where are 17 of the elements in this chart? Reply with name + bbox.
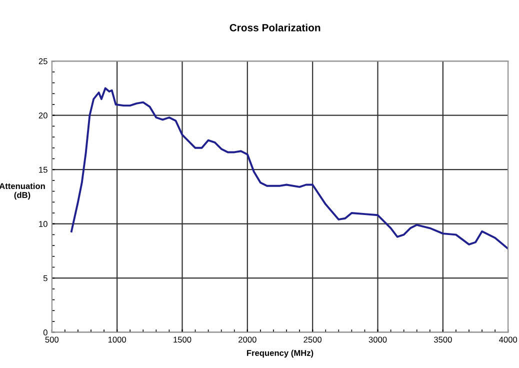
y-tick-label: 0: [43, 330, 48, 336]
chart-title: Cross Polarization: [230, 24, 320, 32]
x-tick-label: 3500: [434, 336, 452, 343]
line-series: [70, 87, 508, 250]
y-tick-label: 15: [39, 166, 48, 173]
x-tick-label: 2000: [238, 336, 256, 343]
y-tick-label: 20: [38, 112, 48, 118]
y-tick-label: 10: [39, 221, 48, 227]
x-tick-label: 4000: [499, 336, 518, 343]
x-tick-label: 1000: [108, 336, 126, 343]
y-tick-label: 5: [43, 275, 48, 282]
x-tick-label: 3000: [368, 336, 387, 343]
x-tick-label: 1500: [174, 336, 192, 343]
x-axis-title: Frequency (MHz): [246, 350, 314, 358]
y-tick-label: 25: [38, 58, 48, 64]
x-tick-label: 2500: [304, 336, 322, 343]
x-tick-label: 500: [45, 336, 59, 343]
